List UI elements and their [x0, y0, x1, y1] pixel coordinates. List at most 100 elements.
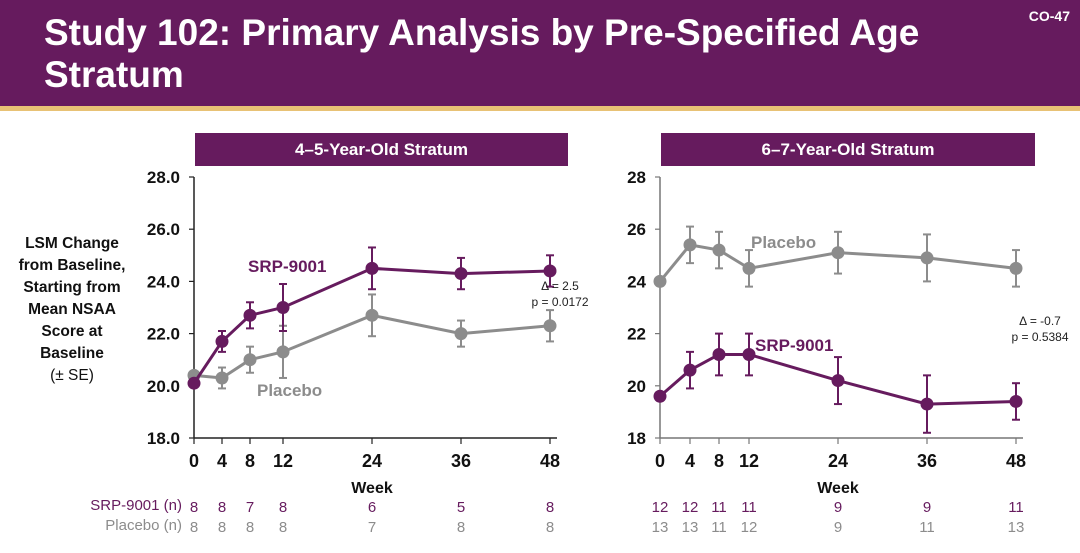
left-srp-n-value: 7 — [246, 499, 254, 516]
right-srp-point — [831, 374, 845, 388]
right-srp-n-value: 12 — [652, 499, 669, 516]
right-y-tick-label: 20 — [627, 377, 646, 396]
right-x-tick-label: 36 — [917, 451, 937, 471]
right-placebo-point — [831, 246, 845, 260]
n-label-placebo: Placebo (n) — [105, 517, 182, 534]
right-srp-point — [712, 347, 726, 361]
right-x-tick-label: 0 — [655, 451, 665, 471]
right-x-tick-label: 24 — [828, 451, 848, 471]
right-placebo-point — [683, 238, 697, 252]
left-x-tick-label: 8 — [245, 451, 255, 471]
right-placebo-point — [742, 261, 756, 275]
left-y-tick-label: 20.0 — [147, 377, 180, 396]
right-placebo-n-value: 13 — [652, 519, 669, 536]
right-y-tick-label: 18 — [627, 429, 646, 448]
right-srp-point — [742, 347, 756, 361]
left-y-tick-label: 24.0 — [147, 272, 180, 291]
right-y-tick-label: 22 — [627, 325, 646, 344]
n-label-srp: SRP-9001 (n) — [90, 497, 182, 514]
right-placebo-point — [1009, 261, 1023, 275]
left-srp-n-value: 8 — [279, 499, 287, 516]
left-stat-annotation: Δ = 2.5 — [541, 279, 579, 293]
left-placebo-n-value: 8 — [279, 519, 287, 536]
y-axis-label-sub: (± SE) — [50, 367, 94, 384]
left-srp-n-value: 8 — [190, 499, 198, 516]
right-srp-n-value: 9 — [834, 499, 842, 516]
left-x-tick-label: 0 — [189, 451, 199, 471]
slide-id: CO-47 — [1028, 8, 1070, 24]
right-srp-series-label: SRP-9001 — [755, 336, 833, 355]
right-srp-n-value: 11 — [1008, 499, 1024, 516]
slide-header — [0, 0, 1080, 106]
left-y-tick-label: 26.0 — [147, 220, 180, 239]
header-accent-line — [0, 106, 1080, 111]
y-axis-label: LSM Change from Baseline, Starting from … — [8, 233, 136, 387]
left-panel-banner: 4–5-Year-Old Stratum — [195, 133, 568, 166]
right-srp-n-value: 11 — [741, 499, 757, 516]
left-placebo-point — [243, 353, 257, 367]
left-x-tick-label: 24 — [362, 451, 382, 471]
right-placebo-n-value: 12 — [741, 519, 758, 536]
right-x-tick-label: 12 — [739, 451, 759, 471]
right-x-axis-label: Week — [817, 480, 859, 497]
left-x-tick-label: 4 — [217, 451, 227, 471]
right-y-tick-label: 26 — [627, 220, 646, 239]
left-srp-n-value: 8 — [218, 499, 226, 516]
right-placebo-n-value: 11 — [711, 519, 727, 536]
left-y-tick-label: 22.0 — [147, 325, 180, 344]
right-srp-n-value: 12 — [682, 499, 699, 516]
left-x-tick-label: 36 — [451, 451, 471, 471]
left-x-tick-label: 48 — [540, 451, 560, 471]
left-placebo-n-value: 8 — [218, 519, 226, 536]
left-srp-n-value: 8 — [546, 499, 554, 516]
left-srp-point — [215, 334, 229, 348]
right-placebo-n-value: 11 — [919, 519, 935, 536]
y-axis-label-main: LSM Change from Baseline, Starting from … — [18, 235, 126, 362]
left-srp-point — [454, 267, 468, 281]
left-placebo-n-value: 8 — [190, 519, 198, 536]
left-srp-point — [543, 264, 557, 278]
left-srp-series-label: SRP-9001 — [248, 257, 326, 276]
right-placebo-point — [653, 274, 667, 288]
left-srp-point — [365, 261, 379, 275]
right-srp-point — [1009, 394, 1023, 408]
left-placebo-point — [215, 371, 229, 385]
right-placebo-n-value: 13 — [1008, 519, 1025, 536]
right-srp-point — [653, 389, 667, 403]
left-y-tick-label: 18.0 — [147, 429, 180, 448]
left-srp-point — [187, 376, 201, 390]
right-panel-banner: 6–7-Year-Old Stratum — [661, 133, 1035, 166]
right-x-tick-label: 48 — [1006, 451, 1026, 471]
right-x-tick-label: 8 — [714, 451, 724, 471]
left-x-tick-label: 12 — [273, 451, 293, 471]
right-stat-annotation: p = 0.5384 — [1011, 330, 1068, 344]
left-placebo-point — [365, 308, 379, 322]
left-placebo-n-value: 7 — [368, 519, 376, 536]
right-y-tick-label: 28 — [627, 168, 646, 187]
left-y-tick-label: 28.0 — [147, 168, 180, 187]
right-placebo-n-value: 9 — [834, 519, 842, 536]
right-srp-point — [683, 363, 697, 377]
right-placebo-n-value: 13 — [682, 519, 699, 536]
left-placebo-n-value: 8 — [246, 519, 254, 536]
right-stat-annotation: Δ = -0.7 — [1019, 314, 1061, 328]
left-srp-point — [276, 301, 290, 314]
right-srp-n-value: 11 — [711, 499, 727, 516]
right-placebo-point — [712, 243, 726, 257]
slide-title: Study 102: Primary Analysis by Pre-Speci… — [44, 12, 920, 95]
right-y-tick-label: 24 — [627, 272, 646, 291]
left-stat-annotation: p = 0.0172 — [531, 295, 588, 309]
left-srp-n-value: 5 — [457, 499, 465, 516]
left-x-axis-label: Week — [351, 480, 393, 497]
left-placebo-n-value: 8 — [457, 519, 465, 536]
right-placebo-series-label: Placebo — [751, 233, 816, 252]
right-srp-point — [920, 397, 934, 411]
left-placebo-point — [276, 345, 290, 359]
left-placebo-n-value: 8 — [546, 519, 554, 536]
right-x-tick-label: 4 — [685, 451, 695, 471]
left-srp-point — [243, 308, 257, 322]
right-placebo-point — [920, 251, 934, 265]
left-placebo-point — [454, 327, 468, 341]
left-srp-n-value: 6 — [368, 499, 376, 516]
